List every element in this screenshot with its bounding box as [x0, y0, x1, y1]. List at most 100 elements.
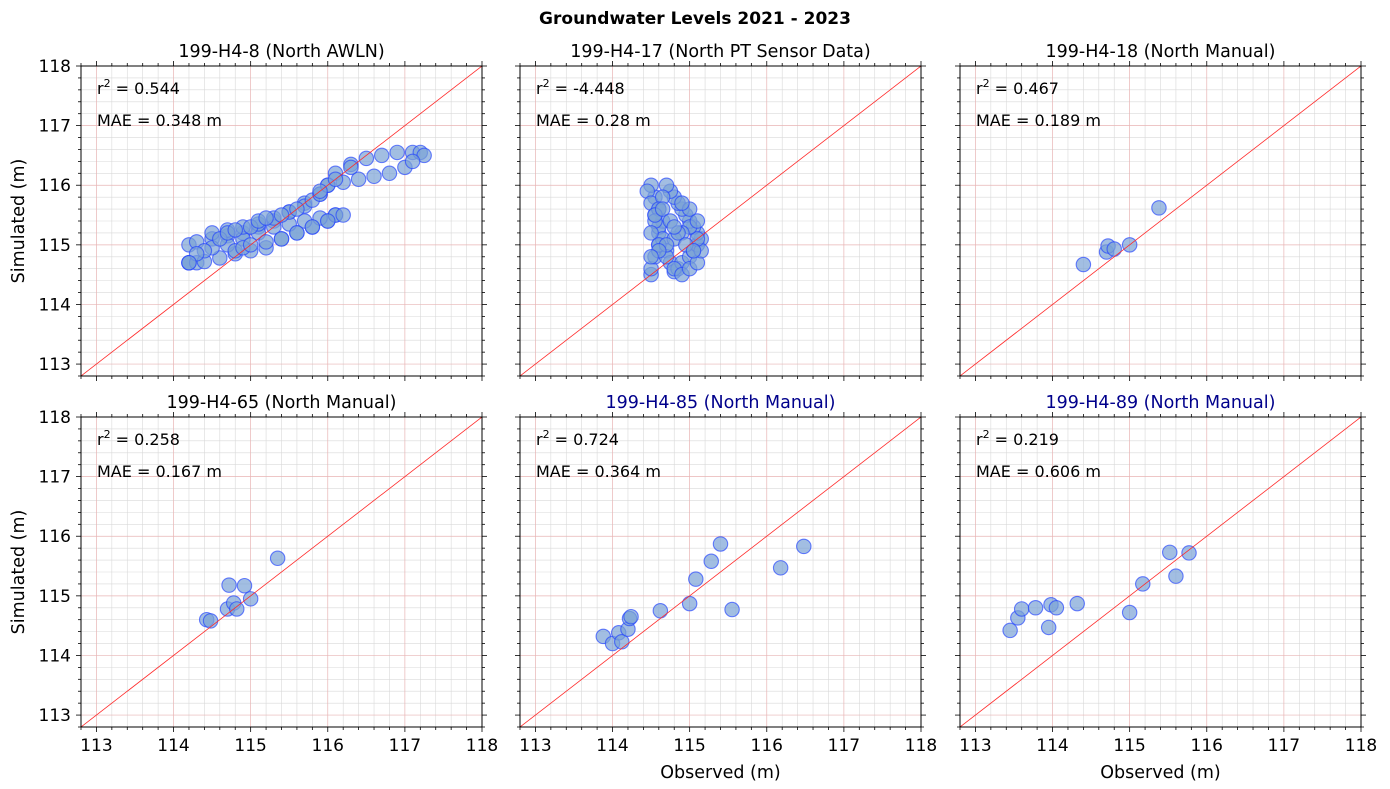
y-tick-label: 116 — [39, 176, 71, 196]
mae-text: MAE = 0.167 m — [97, 462, 222, 481]
x-tick-label: 115 — [1113, 736, 1145, 756]
data-point — [269, 550, 286, 567]
scatter-points — [1002, 544, 1197, 639]
data-point — [681, 595, 698, 612]
data-point — [202, 613, 219, 629]
x-tick-label: 118 — [1345, 736, 1377, 756]
mae-text: MAE = 0.364 m — [536, 462, 661, 481]
x-tick-label: 115 — [234, 736, 266, 756]
data-point — [1121, 604, 1138, 621]
r-squared-value: = 0.544 — [111, 79, 180, 98]
subplot-6: 113 114 115 116 117 118 199-H4-89 (North Manua… — [955, 393, 1377, 783]
data-point — [1162, 544, 1178, 561]
data-point — [358, 150, 375, 167]
y-tick-label: 118 — [39, 57, 71, 77]
subplot-5: 113 114 115 116 117 118 199-H4-85 (North Manua… — [515, 393, 937, 783]
x-tick-label: 118 — [466, 736, 498, 756]
scatter-points — [198, 550, 286, 629]
data-point — [1135, 576, 1151, 592]
data-point — [181, 254, 197, 271]
r-squared-superscript: 2 — [983, 428, 990, 441]
figure-title: Groundwater Levels 2021 - 2023 — [539, 9, 851, 29]
r-squared-superscript: 2 — [543, 428, 550, 441]
mae-text: MAE = 0.189 m — [976, 111, 1101, 130]
r-squared-text: r2 = 0.544 — [97, 77, 180, 98]
r-squared-value: = 0.258 — [111, 430, 180, 449]
data-point — [674, 195, 690, 211]
data-point — [724, 601, 740, 618]
data-point — [796, 538, 812, 555]
subplot-title: 199-H4-8 (North AWLN) — [178, 42, 384, 62]
x-axis-label: Observed (m) — [660, 763, 780, 783]
data-point — [258, 210, 274, 226]
one-to-one-line — [81, 66, 482, 376]
mae-text: MAE = 0.606 m — [976, 462, 1101, 481]
r-squared-value: = 0.724 — [550, 430, 619, 449]
data-point — [304, 219, 321, 235]
data-point — [1069, 595, 1085, 612]
x-tick-label: 116 — [1191, 736, 1223, 756]
one-to-one-line — [960, 417, 1361, 727]
data-point — [258, 234, 274, 250]
subplot-title: 199-H4-85 (North Manual) — [606, 393, 836, 413]
x-tick-label: 114 — [157, 736, 189, 756]
y-tick-label: 114 — [39, 295, 71, 315]
x-tick-label: 113 — [519, 736, 551, 756]
data-point — [689, 213, 706, 229]
data-point — [227, 222, 243, 238]
x-tick-label: 118 — [905, 736, 937, 756]
r-squared-text: r2 = 0.467 — [976, 77, 1059, 98]
y-tick-label: 117 — [39, 117, 71, 137]
y-tick-label: 115 — [39, 587, 71, 607]
r-squared-superscript: 2 — [983, 77, 990, 90]
y-tick-label: 118 — [39, 408, 71, 428]
data-point — [335, 207, 351, 223]
scatter-points — [639, 177, 709, 283]
mae-text: MAE = 0.28 m — [536, 111, 651, 130]
r-squared-text: r2 = 0.258 — [97, 428, 180, 449]
subplot-title: 199-H4-65 (North Manual) — [167, 393, 397, 413]
data-point — [685, 243, 702, 259]
data-point — [643, 225, 659, 241]
data-point — [381, 165, 398, 182]
y-tick-label: 113 — [39, 355, 71, 375]
data-point — [1013, 601, 1030, 617]
subplot-title: 199-H4-18 (North Manual) — [1046, 42, 1276, 62]
data-point — [623, 608, 639, 625]
data-point — [1075, 256, 1092, 273]
subplot-4: 113 114 115 116 117 118 113 114 115 116 117 118 199-… — [9, 393, 498, 756]
subplot-3: 199-H4-18 (North Manual) r2 = 0.467 MAE = … — [955, 42, 1366, 381]
data-point — [289, 225, 305, 241]
subplot-title: 199-H4-17 (North PT Sensor Data) — [570, 42, 870, 62]
r-squared-value: = -4.448 — [550, 79, 625, 98]
data-point — [1048, 600, 1065, 616]
data-point — [654, 201, 671, 217]
r-squared-value: = 0.219 — [990, 430, 1059, 449]
data-point — [1151, 200, 1167, 216]
data-point — [1027, 600, 1044, 616]
mae-text: MAE = 0.348 m — [97, 111, 222, 130]
subplot-2: 199-H4-17 (North PT Sensor Data) r2 = -4.… — [515, 42, 926, 381]
x-tick-label: 114 — [596, 736, 628, 756]
x-tick-label: 115 — [673, 736, 705, 756]
data-point — [389, 144, 405, 161]
data-point — [666, 219, 682, 235]
r-squared-label: r — [536, 79, 543, 98]
y-axis-label: Simulated (m) — [9, 159, 29, 284]
data-point — [772, 560, 789, 576]
scatter-points — [181, 144, 432, 271]
data-point — [688, 571, 704, 587]
data-point — [350, 171, 367, 188]
x-tick-label: 116 — [312, 736, 344, 756]
data-point — [1168, 568, 1184, 584]
scatter-points — [595, 536, 812, 652]
x-tick-label: 117 — [389, 736, 421, 756]
data-point — [712, 536, 729, 552]
data-point — [652, 602, 669, 619]
r-squared-superscript: 2 — [543, 77, 550, 90]
r-squared-text: r2 = -4.448 — [536, 77, 625, 98]
data-point — [1002, 622, 1018, 639]
r-squared-text: r2 = 0.724 — [536, 428, 619, 449]
x-tick-label: 116 — [751, 736, 783, 756]
y-tick-label: 113 — [39, 706, 71, 726]
